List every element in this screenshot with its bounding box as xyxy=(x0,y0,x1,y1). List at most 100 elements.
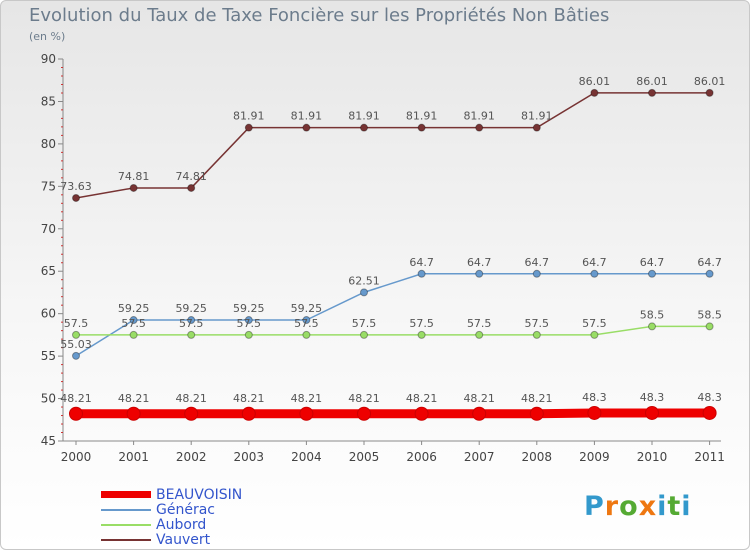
x-tick-label: 2004 xyxy=(291,450,322,464)
x-tick-label: 2002 xyxy=(176,450,207,464)
data-point xyxy=(302,316,311,325)
y-tick-label: 80 xyxy=(41,137,56,151)
x-tick-label: 2007 xyxy=(464,450,495,464)
data-label: 81.91 xyxy=(521,110,553,123)
data-point xyxy=(648,322,656,331)
data-label: 48.21 xyxy=(175,392,207,405)
data-point xyxy=(475,330,484,339)
data-label: 81.91 xyxy=(291,110,323,123)
data-label: 57.5 xyxy=(294,317,319,330)
data-point xyxy=(244,330,253,339)
legend-label-aubord: Aubord xyxy=(156,516,207,533)
data-label: 59.25 xyxy=(118,302,150,315)
series-line-vauvert xyxy=(75,92,711,199)
legend-label-vauvert: Vauvert xyxy=(156,531,211,548)
legend-swatch-beauvoisin xyxy=(101,491,151,498)
data-label: 64.7 xyxy=(409,256,434,269)
data-label: 64.7 xyxy=(525,256,550,269)
y-tick-label: 65 xyxy=(41,264,56,278)
data-label: 59.25 xyxy=(291,302,323,315)
data-point xyxy=(417,269,426,278)
x-tick-label: 2003 xyxy=(234,450,265,464)
data-point xyxy=(532,123,541,132)
data-point xyxy=(705,322,714,331)
legend-item-beauvoisin: BEAUVOISIN xyxy=(101,487,242,503)
data-label: 86.01 xyxy=(636,75,668,88)
data-label: 57.5 xyxy=(525,317,550,330)
data-point xyxy=(244,316,253,325)
data-label: 57.5 xyxy=(352,317,377,330)
data-point xyxy=(529,406,544,421)
data-label: 48.21 xyxy=(463,392,495,405)
data-label: 86.01 xyxy=(579,75,611,88)
data-label: 73.63 xyxy=(60,180,92,193)
data-point xyxy=(414,406,429,421)
data-point xyxy=(360,288,368,297)
x-tick-label: 2001 xyxy=(118,450,149,464)
legend-label-generac: Générac xyxy=(156,501,215,518)
data-point xyxy=(532,269,541,278)
data-point xyxy=(645,405,659,420)
data-point xyxy=(702,405,717,420)
x-tick-label: 2009 xyxy=(579,450,610,464)
data-label: 64.7 xyxy=(697,256,722,269)
plot-area xyxy=(63,59,721,441)
data-point xyxy=(126,406,141,421)
y-axis-unit-label: (en %) xyxy=(29,30,66,43)
data-point xyxy=(590,330,599,339)
data-point xyxy=(360,330,368,339)
logo-letter: i xyxy=(657,491,668,522)
logo-letter: t xyxy=(667,491,682,522)
x-tick-label: 2011 xyxy=(694,450,725,464)
x-tick-label: 2010 xyxy=(637,450,668,464)
logo-letter: o xyxy=(619,491,639,522)
y-tick-label: 50 xyxy=(41,392,56,406)
legend-item-vauvert: Vauvert xyxy=(101,531,242,548)
data-point xyxy=(472,406,487,421)
data-label: 57.5 xyxy=(409,317,434,330)
data-point xyxy=(648,88,656,97)
series-line-générac xyxy=(75,273,711,357)
data-label: 58.5 xyxy=(697,308,722,321)
logo-letter: i xyxy=(681,491,692,522)
data-label: 62.51 xyxy=(348,274,380,287)
data-label: 64.7 xyxy=(467,256,492,269)
logo-letter: r xyxy=(604,491,620,522)
y-tick-label: 55 xyxy=(41,349,56,363)
data-label: 58.5 xyxy=(640,308,665,321)
data-label: 81.91 xyxy=(233,110,265,123)
data-point xyxy=(69,406,83,421)
legend-swatch-aubord xyxy=(101,523,151,526)
data-label: 64.7 xyxy=(582,256,607,269)
legend-item-aubord: Aubord xyxy=(101,516,242,533)
y-tick-label: 85 xyxy=(41,94,56,108)
data-label: 81.91 xyxy=(463,110,495,123)
data-label: 48.21 xyxy=(233,392,265,405)
data-point xyxy=(187,183,196,192)
data-point xyxy=(532,330,541,339)
legend-swatch-vauvert xyxy=(101,538,151,541)
data-label: 48.3 xyxy=(640,391,665,404)
data-label: 57.5 xyxy=(467,317,492,330)
y-tick-label: 60 xyxy=(41,307,56,321)
data-point xyxy=(590,88,599,97)
logo-letter: P xyxy=(584,491,605,522)
data-label: 81.91 xyxy=(406,110,438,123)
x-tick-label: 2000 xyxy=(61,450,92,464)
data-point xyxy=(475,123,484,132)
data-label: 48.3 xyxy=(697,391,722,404)
data-point xyxy=(187,316,196,325)
data-point xyxy=(129,316,138,325)
data-point xyxy=(244,123,253,132)
data-label: 55.03 xyxy=(60,338,92,351)
data-label: 48.3 xyxy=(582,391,607,404)
data-label: 57.5 xyxy=(582,317,607,330)
data-point xyxy=(357,406,371,421)
data-label: 57.5 xyxy=(179,317,204,330)
data-label: 48.21 xyxy=(60,392,92,405)
data-label: 74.81 xyxy=(175,170,207,183)
y-tick-label: 70 xyxy=(41,222,56,236)
data-point xyxy=(129,330,138,339)
data-label: 48.21 xyxy=(118,392,150,405)
